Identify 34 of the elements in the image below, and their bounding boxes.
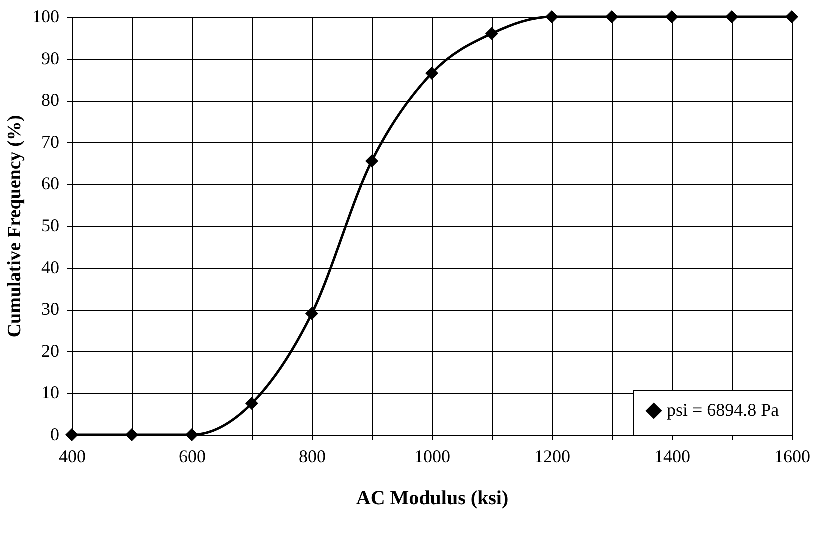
x-tick-label: 400 bbox=[59, 446, 86, 466]
point bbox=[245, 397, 259, 410]
y-tick-label: 50 bbox=[42, 216, 60, 236]
point bbox=[785, 10, 799, 24]
x-tick-label: 1200 bbox=[534, 446, 570, 466]
x-tick-label: 1600 bbox=[774, 446, 810, 466]
point bbox=[365, 154, 379, 168]
point bbox=[125, 428, 139, 442]
point bbox=[425, 66, 439, 80]
y-tick-label: 10 bbox=[42, 382, 60, 403]
y-tick-label: 20 bbox=[42, 340, 60, 361]
point bbox=[665, 10, 679, 24]
y-tick-label: 90 bbox=[42, 48, 60, 68]
x-tick-label: 1000 bbox=[414, 446, 450, 466]
y-tick-label: 70 bbox=[42, 132, 60, 152]
x-tick-label: 800 bbox=[299, 446, 326, 466]
x-tick-label: 600 bbox=[179, 446, 206, 466]
point bbox=[305, 307, 319, 320]
y-tick-label: 100 bbox=[32, 6, 60, 26]
y-tick-label: 80 bbox=[42, 90, 60, 110]
point bbox=[725, 10, 739, 24]
point bbox=[65, 428, 79, 442]
x-tick-label: 1400 bbox=[654, 446, 690, 466]
point bbox=[185, 428, 199, 442]
y-tick-label: 60 bbox=[42, 174, 60, 194]
y-tick-label: 30 bbox=[42, 299, 60, 320]
point bbox=[485, 27, 499, 40]
y-axis-title: Cumulative Frequency (%) bbox=[4, 115, 26, 338]
point bbox=[545, 10, 559, 24]
legend-label: psi = 6894.8 Pa bbox=[667, 400, 780, 420]
x-axis-title: AC Modulus (ksi) bbox=[356, 488, 509, 510]
y-tick-label: 40 bbox=[42, 257, 60, 278]
point bbox=[605, 10, 619, 24]
y-tick-label: 0 bbox=[50, 424, 60, 444]
